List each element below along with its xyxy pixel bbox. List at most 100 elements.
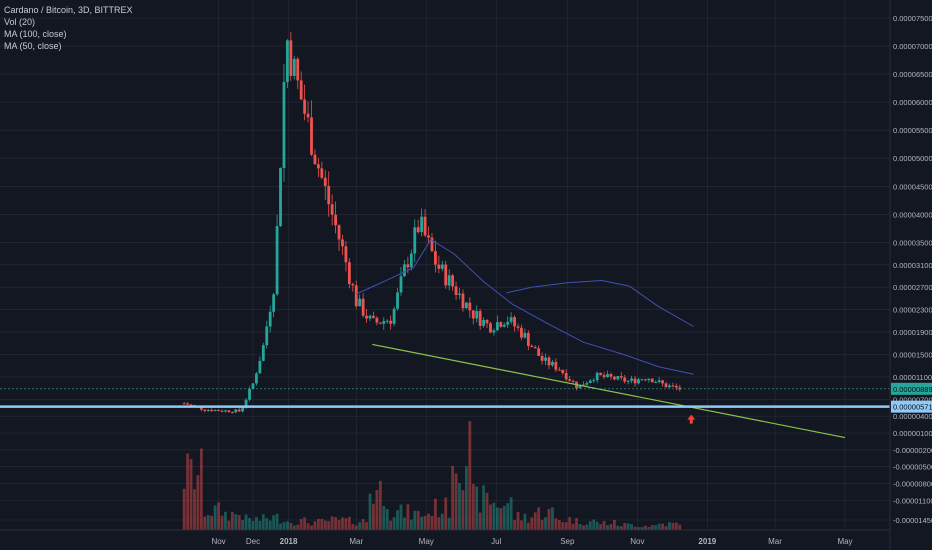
candle-body [647, 378, 651, 381]
volume-bar [668, 522, 671, 530]
volume-bar [516, 511, 520, 530]
candle-body [602, 375, 606, 378]
volume-bar [478, 512, 482, 530]
candle-body [327, 186, 331, 205]
volume-bar [537, 507, 541, 530]
price-tick-label: 0.00001500 [893, 351, 932, 360]
volume-bar [619, 526, 623, 530]
volume-bar [193, 489, 196, 530]
candle-body [310, 117, 313, 155]
volume-bar [189, 458, 193, 530]
candle-body [399, 276, 403, 293]
volume-bar [623, 523, 627, 530]
volume-bar [509, 497, 513, 530]
candle-body [661, 380, 664, 384]
candle-body [530, 345, 534, 348]
candle-body [444, 264, 448, 286]
price-tick-label: 0.00003100 [893, 261, 932, 270]
candle-body [292, 58, 296, 76]
volume-bar [495, 507, 499, 530]
volume-bar [389, 520, 393, 530]
volume-bar [323, 520, 327, 530]
volume-bar [351, 524, 355, 530]
volume-bar [334, 517, 337, 530]
candle-body [199, 406, 203, 410]
volume-bar [595, 521, 599, 530]
volume-bar [182, 488, 186, 530]
candle-body [492, 330, 496, 333]
candle-body [489, 323, 492, 333]
candle-body [623, 377, 627, 382]
volume-bar [420, 516, 424, 530]
indicator-ma-50[interactable]: MA (50, close) [4, 41, 62, 51]
volume-bar [588, 521, 592, 530]
time-tick-label: 2018 [280, 537, 298, 546]
volume-bar [248, 517, 251, 530]
price-tick-label: 0.00002300 [893, 306, 932, 315]
candle-body [671, 385, 675, 387]
ma-50-line [355, 238, 694, 375]
volume-bar [217, 502, 220, 530]
volume-bar [279, 523, 282, 530]
volume-bar [664, 526, 668, 530]
indicator-ma-100[interactable]: MA (100, close) [4, 29, 67, 39]
candlesticks [182, 31, 682, 414]
candle-body [630, 378, 633, 381]
candle-body [678, 387, 682, 390]
current-price-tag-label: 0.00000889 [893, 385, 932, 394]
candle-body [592, 380, 596, 382]
candle-body [234, 409, 238, 413]
candle-body [513, 317, 516, 327]
time-tick-label: Nov [211, 537, 225, 546]
price-tick-label: 0.00003500 [893, 238, 932, 247]
volume-bar [265, 518, 269, 530]
volume-bar [471, 483, 475, 530]
volume-bar [186, 453, 189, 530]
candle-body [389, 320, 393, 324]
candle-body [361, 298, 365, 316]
volume-bar [337, 519, 341, 530]
indicator-volume[interactable]: Vol (20) [4, 17, 36, 27]
candle-body [568, 379, 572, 381]
candle-body [316, 164, 320, 169]
volume-bar [609, 524, 613, 530]
candle-body [495, 322, 499, 331]
candle-body [251, 383, 255, 389]
price-tick-label: -0.00001450 [893, 516, 932, 525]
volume-bar [385, 508, 389, 530]
volume-bar [523, 513, 527, 530]
candle-body [189, 404, 193, 406]
volume-bar [526, 522, 530, 530]
volume-bar [210, 515, 214, 530]
volume-bar [513, 520, 516, 530]
volume-bar [671, 522, 675, 530]
volume-bar [506, 503, 510, 530]
chart-title: Cardano / Bitcoin, 3D, BITTREX [4, 5, 133, 15]
volume-bar [489, 504, 492, 530]
volume-bar [403, 517, 406, 530]
volume-bar [320, 518, 324, 530]
volume-bar [643, 525, 647, 530]
candle-body [365, 315, 368, 319]
volume-bar [464, 466, 468, 530]
volume-bar [564, 522, 568, 530]
volume-bar [244, 514, 248, 530]
candle-body [261, 345, 265, 361]
chart-legend: Cardano / Bitcoin, 3D, BITTREX Vol (20) … [4, 4, 133, 52]
price-tick-label: 0.00007500 [893, 14, 932, 23]
volume-bar [434, 498, 437, 530]
current-price-tag [891, 382, 932, 395]
volume-bar [378, 480, 382, 530]
volume-bar [451, 465, 455, 530]
volume-bar [582, 525, 585, 530]
volume-bar [461, 490, 465, 530]
volume-bar [341, 517, 344, 530]
volume-bar [485, 492, 489, 530]
candle-body [354, 285, 358, 307]
candle-body [643, 379, 647, 381]
volume-bar [616, 525, 620, 530]
candle-body [437, 264, 441, 269]
candle-body [313, 154, 317, 165]
volume-bar [447, 517, 451, 530]
